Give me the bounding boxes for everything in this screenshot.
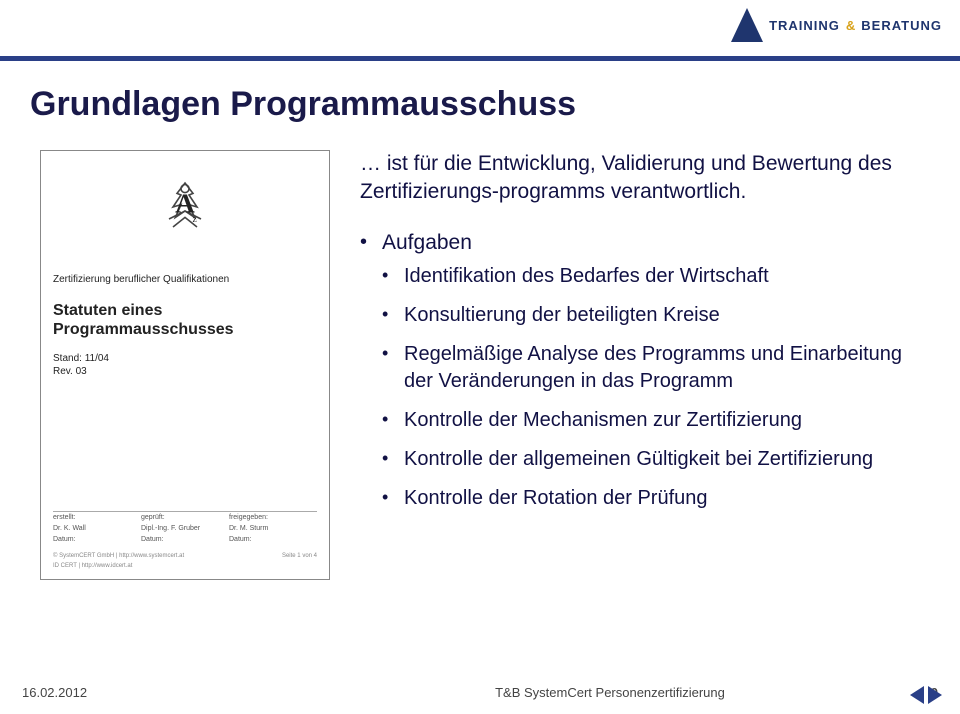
next-arrow-icon[interactable] bbox=[928, 686, 942, 704]
logo-triangle-icon bbox=[731, 8, 763, 42]
list-item: Regelmäßige Analyse des Programms und Ei… bbox=[382, 341, 930, 395]
doc-sig-label: geprüft: bbox=[141, 514, 229, 521]
doc-stand: Stand: 11/04 bbox=[53, 353, 317, 364]
svg-text:z: z bbox=[192, 214, 196, 225]
doc-page-number: Seite 1 von 4 bbox=[282, 553, 317, 569]
logo-word-beratung: BERATUNG bbox=[861, 18, 942, 33]
doc-sig-sub: Datum: bbox=[53, 536, 141, 543]
doc-sig-label: freigegeben: bbox=[229, 514, 317, 521]
doc-title-line2: Programmausschusses bbox=[53, 320, 317, 339]
list-item: Kontrolle der Rotation der Prüfung bbox=[382, 485, 930, 512]
doc-copyright: ID CERT | http://www.idcert.at bbox=[53, 563, 184, 569]
doc-sig-sub: Datum: bbox=[229, 536, 317, 543]
slide-footer: 16.02.2012 T&B SystemCert Personenzertif… bbox=[0, 685, 960, 700]
doc-title-line1: Statuten eines bbox=[53, 301, 317, 320]
brand-logo: TRAINING & BERATUNG bbox=[731, 8, 942, 42]
nav-arrows bbox=[910, 686, 942, 704]
doc-sig-name: Dr. K. Wall bbox=[53, 525, 141, 532]
doc-subtitle: Zertifizierung beruflicher Qualifikation… bbox=[53, 274, 317, 285]
document-thumbnail: A z Zertifizierung beruflicher Qualifika… bbox=[40, 150, 330, 580]
doc-rev: Rev. 03 bbox=[53, 366, 317, 377]
list-item: Kontrolle der Mechanismen zur Zertifizie… bbox=[382, 407, 930, 434]
doc-sig-name: Dipl.-Ing. F. Gruber bbox=[141, 525, 229, 532]
eagle-crest-icon: A z bbox=[53, 171, 317, 254]
list-item: Identifikation des Bedarfes der Wirtscha… bbox=[382, 263, 930, 290]
prev-arrow-icon[interactable] bbox=[910, 686, 924, 704]
list-item: Kontrolle der allgemeinen Gültigkeit bei… bbox=[382, 446, 930, 473]
slide-body: … ist für die Entwicklung, Validierung u… bbox=[360, 150, 930, 524]
footer-date: 16.02.2012 bbox=[22, 685, 322, 700]
doc-copyright: © SystemCERT GmbH | http://www.systemcer… bbox=[53, 553, 184, 559]
page-title: Grundlagen Programmausschuss bbox=[30, 85, 576, 124]
bullet-heading-text: Aufgaben bbox=[382, 231, 472, 254]
sub-bullets: Identifikation des Bedarfes der Wirtscha… bbox=[382, 263, 930, 512]
slide: TRAINING & BERATUNG Grundlagen Programma… bbox=[0, 0, 960, 714]
bullet-heading: Aufgaben Identifikation des Bedarfes der… bbox=[360, 229, 930, 512]
doc-sig-name: Dr. M. Sturm bbox=[229, 525, 317, 532]
logo-word-training: TRAINING bbox=[769, 18, 840, 33]
doc-footer: erstellt: geprüft: freigegeben: Dr. K. W… bbox=[53, 511, 317, 569]
brand-divider bbox=[0, 56, 960, 61]
doc-sig-label: erstellt: bbox=[53, 514, 141, 521]
footer-title: T&B SystemCert Personenzertifizierung bbox=[322, 685, 898, 700]
doc-sig-sub: Datum: bbox=[141, 536, 229, 543]
logo-ampersand: & bbox=[846, 18, 855, 33]
list-item: Konsultierung der beteiligten Kreise bbox=[382, 302, 930, 329]
intro-text: … ist für die Entwicklung, Validierung u… bbox=[360, 150, 930, 207]
